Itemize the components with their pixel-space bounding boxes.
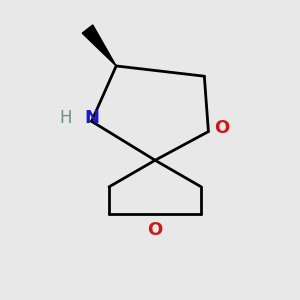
Text: O: O <box>214 119 230 137</box>
Text: N: N <box>84 109 99 127</box>
Text: O: O <box>148 221 163 239</box>
Polygon shape <box>82 25 116 66</box>
Text: H: H <box>60 109 72 127</box>
